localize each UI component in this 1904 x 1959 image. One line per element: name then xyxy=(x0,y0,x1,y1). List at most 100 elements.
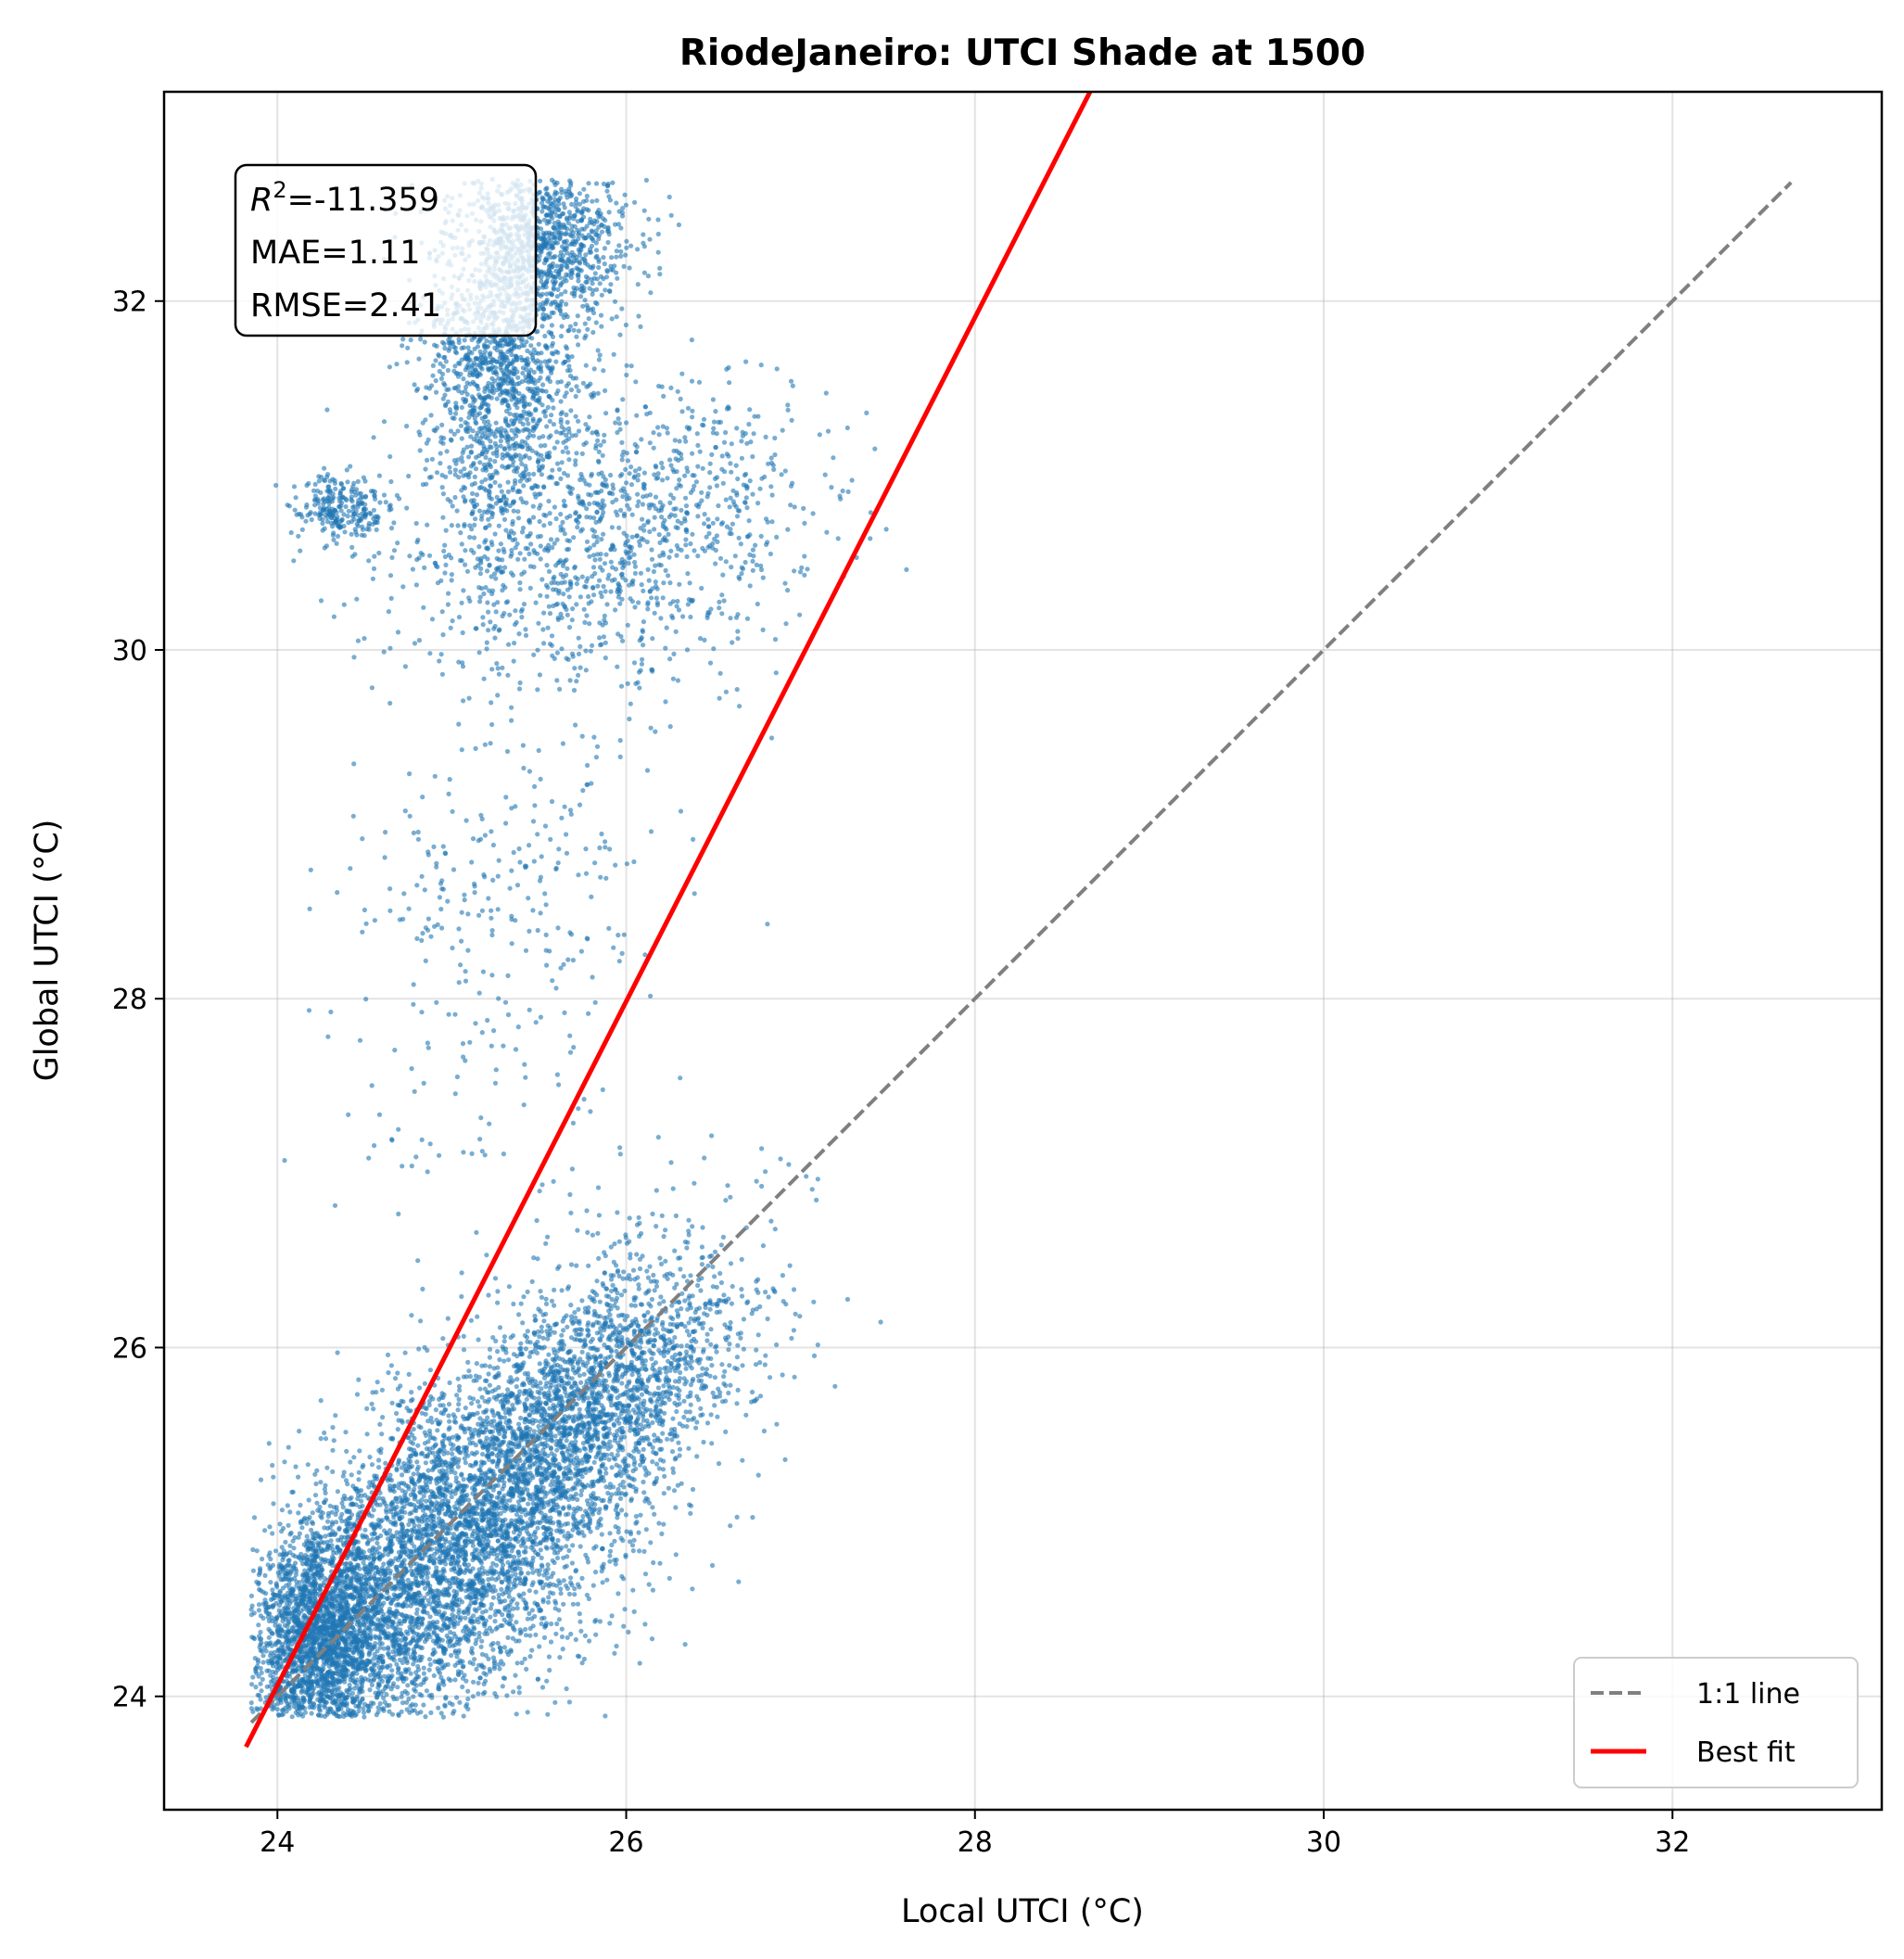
scatter-point-3402 xyxy=(405,1683,411,1688)
scatter-point-4231 xyxy=(413,1676,419,1682)
scatter-point-3858 xyxy=(511,1689,516,1695)
scatter-point-3860 xyxy=(444,1531,450,1536)
scatter-point-751 xyxy=(566,1547,572,1554)
scatter-point-3187 xyxy=(460,1545,465,1550)
scatter-point-3822 xyxy=(525,1710,530,1715)
scatter-point-1497 xyxy=(369,1401,374,1406)
scatter-point-428 xyxy=(322,1486,327,1492)
scatter-point-3894 xyxy=(537,1644,542,1649)
scatter-point-4310 xyxy=(609,1613,615,1619)
scatter-point-3064 xyxy=(637,1660,642,1666)
scatter-point-4445 xyxy=(435,1569,440,1574)
scatter-point-4038 xyxy=(382,1548,387,1554)
scatter-point-3909 xyxy=(390,1597,396,1603)
scatter-point-1052 xyxy=(557,1655,563,1660)
scatter-point-1292 xyxy=(750,1515,755,1520)
scatter-point-4477 xyxy=(312,1471,318,1477)
scatter-point-1875 xyxy=(440,1714,446,1720)
scatter-point-2746 xyxy=(385,1517,390,1522)
scatter-point-4711 xyxy=(449,1509,454,1515)
scatter-point-2581 xyxy=(573,1439,578,1444)
scatter-point-3809 xyxy=(561,1578,566,1584)
scatter-point-3968 xyxy=(490,1655,497,1660)
scatter-point-4125 xyxy=(590,1500,595,1506)
scatter-point-2689 xyxy=(434,1481,439,1486)
scatter-point-4338 xyxy=(344,1687,349,1693)
scatter-point-1153 xyxy=(539,1329,545,1334)
scatter-point-3290 xyxy=(375,1660,381,1666)
scatter-point-929 xyxy=(270,1531,275,1536)
scatter-point-1313 xyxy=(354,1392,361,1397)
scatter-point-636 xyxy=(471,1679,476,1685)
scatter-point-2880 xyxy=(476,1605,482,1611)
scatter-point-4875 xyxy=(686,1445,692,1451)
scatter-point-2535 xyxy=(661,1521,666,1527)
scatter-point-2059 xyxy=(432,1551,438,1557)
scatter-point-4108 xyxy=(406,1647,412,1652)
scatter-point-388 xyxy=(569,1560,576,1566)
scatter-point-1413 xyxy=(479,1507,486,1513)
scatter-point-1130 xyxy=(493,1577,499,1583)
scatter-point-1643 xyxy=(526,1501,531,1507)
scatter-point-3879 xyxy=(413,1600,419,1606)
scatter-point-2056 xyxy=(426,1632,432,1637)
scatter-point-3244 xyxy=(485,1544,491,1549)
scatter-point-2486 xyxy=(449,1446,455,1452)
scatter-point-1143 xyxy=(516,1685,522,1690)
scatter-point-2873 xyxy=(376,1457,382,1463)
scatter-point-1224 xyxy=(519,1660,525,1666)
scatter-point-4073 xyxy=(427,1587,434,1593)
scatter-point-73 xyxy=(575,1496,580,1503)
scatter-point-4519 xyxy=(479,1517,486,1523)
scatter-point-3156 xyxy=(572,1592,578,1597)
scatter-point-4842 xyxy=(530,1383,536,1389)
scatter-point-1741 xyxy=(566,1699,573,1705)
scatter-point-480 xyxy=(423,1603,428,1609)
scatter-point-4471 xyxy=(523,1512,528,1518)
scatter-point-4887 xyxy=(597,1336,603,1342)
scatter-point-3389 xyxy=(385,1663,390,1669)
scatter-point-4158 xyxy=(400,1660,405,1665)
scatter-point-4296 xyxy=(393,1556,399,1561)
scatter-point-1152 xyxy=(419,1450,425,1456)
scatter-point-4488 xyxy=(442,1557,448,1562)
scatter-point-4043 xyxy=(539,1562,545,1568)
scatter-point-4692 xyxy=(754,1347,759,1353)
scatter-point-4200 xyxy=(429,1532,435,1537)
scatter-point-1531 xyxy=(435,1619,440,1625)
scatter-point-3918 xyxy=(322,1430,327,1436)
scatter-point-3890 xyxy=(408,1534,413,1540)
scatter-point-2446 xyxy=(578,1619,583,1624)
scatter-point-4555 xyxy=(423,1406,428,1411)
scatter-point-1863 xyxy=(476,1551,482,1557)
scatter-point-3568 xyxy=(369,1462,375,1468)
scatter-point-233 xyxy=(440,1336,446,1342)
scatter-point-3934 xyxy=(397,1592,402,1597)
scatter-point-4067 xyxy=(380,1664,386,1670)
scatter-point-3529 xyxy=(417,1484,423,1490)
scatter-point-3932 xyxy=(527,1633,533,1638)
scatter-point-2310 xyxy=(394,1583,400,1589)
scatter-point-3132 xyxy=(543,1301,550,1306)
scatter-point-4931 xyxy=(501,1358,507,1364)
scatter-point-2505 xyxy=(369,1513,374,1519)
scatter-point-554 xyxy=(486,1371,491,1377)
scatter-point-3935 xyxy=(690,1486,696,1493)
scatter-point-1326 xyxy=(285,1503,290,1508)
scatter-point-1333 xyxy=(546,1595,552,1600)
scatter-point-2730 xyxy=(296,1474,301,1480)
scatter-point-3771 xyxy=(372,1473,377,1479)
scatter-point-4116 xyxy=(479,1615,485,1621)
scatter-point-4567 xyxy=(636,1530,641,1535)
scatter-point-2993 xyxy=(465,1706,471,1711)
scatter-point-4855 xyxy=(698,1288,704,1293)
scatter-point-4545 xyxy=(590,1232,596,1238)
scatter-point-4433 xyxy=(463,1553,468,1558)
scatter-point-313 xyxy=(476,1567,482,1572)
scatter-point-3674 xyxy=(539,1621,544,1627)
scatter-point-4440 xyxy=(484,1628,489,1634)
scatter-point-2770 xyxy=(386,1370,391,1376)
scatter-point-4892 xyxy=(578,1507,583,1512)
scatter-point-4644 xyxy=(638,1462,643,1468)
scatter-point-509 xyxy=(348,1459,353,1465)
